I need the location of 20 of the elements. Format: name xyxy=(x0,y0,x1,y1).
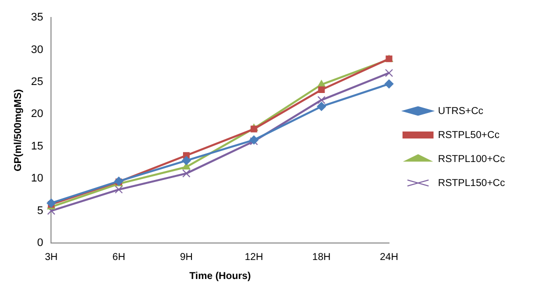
x-tick-label: 3H xyxy=(44,252,58,263)
y-tick-label: 25 xyxy=(30,76,44,88)
x-tick-label: 9H xyxy=(180,252,193,263)
y-tick-label: 30 xyxy=(30,44,44,56)
x-tick-label: 6H xyxy=(112,252,126,263)
legend-label: RSTPL100+Cc xyxy=(438,154,506,165)
x-tick-label: 18H xyxy=(312,252,331,263)
y-tick-label: 20 xyxy=(30,108,44,120)
y-tick-label: 0 xyxy=(37,237,44,250)
legend-label: RSTPL150+Cc xyxy=(438,178,506,189)
y-tick-label: 15 xyxy=(30,140,44,152)
y-tick-label: 10 xyxy=(30,172,44,185)
x-axis-title: Time (Hours) xyxy=(189,270,251,282)
y-axis-title: GP(ml/500mgMS) xyxy=(12,89,24,172)
x-tick-label: 24H xyxy=(380,252,398,263)
legend-label: UTRS+Cc xyxy=(438,106,484,117)
legend-label: RSTPL50+Cc xyxy=(438,130,500,141)
x-tick-label: 12H xyxy=(244,252,264,263)
y-tick-label: 35 xyxy=(30,12,44,24)
y-tick-label: 5 xyxy=(37,204,44,217)
